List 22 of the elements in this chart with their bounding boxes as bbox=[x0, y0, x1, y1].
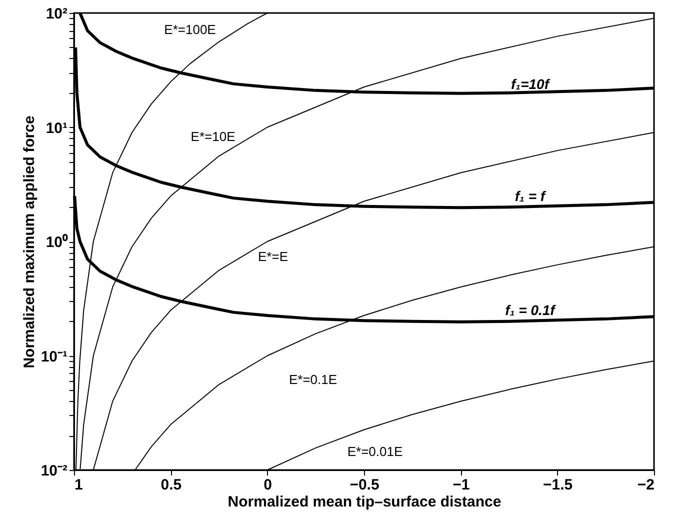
x-tick-label: −0.5 bbox=[350, 476, 380, 494]
annotation: E*=0.01E bbox=[347, 444, 403, 459]
annotation: E*=10E bbox=[190, 129, 236, 144]
y-tick-label: 10¹ bbox=[46, 120, 68, 137]
annotation: f₁ = f bbox=[514, 188, 546, 204]
y-tick-label: 10⁻² bbox=[40, 462, 68, 480]
x-tick-label: −1 bbox=[452, 476, 470, 494]
annotation: f₁=10f bbox=[510, 76, 550, 92]
x-tick-label: 1 bbox=[74, 476, 83, 494]
y-tick-label: 10² bbox=[46, 6, 68, 22]
annotation: f₁ = 0.1f bbox=[505, 302, 556, 318]
x-tick-label: 0.5 bbox=[160, 476, 182, 494]
x-tick-label: −2 bbox=[637, 476, 654, 494]
annotation: E*=100E bbox=[164, 22, 216, 37]
annotation: E*=E bbox=[258, 249, 288, 264]
y-axis-title: Normalized maximum applied force bbox=[20, 116, 38, 368]
annotation: E*=0.1E bbox=[288, 372, 338, 387]
x-tick-label: −1.5 bbox=[543, 476, 573, 494]
y-tick-label: 10⁻¹ bbox=[40, 348, 68, 366]
x-axis-title: Normalized mean tip–surface distance bbox=[228, 494, 502, 510]
x-tick-label: 0 bbox=[264, 476, 272, 494]
y-tick-label: 10⁰ bbox=[46, 233, 68, 251]
